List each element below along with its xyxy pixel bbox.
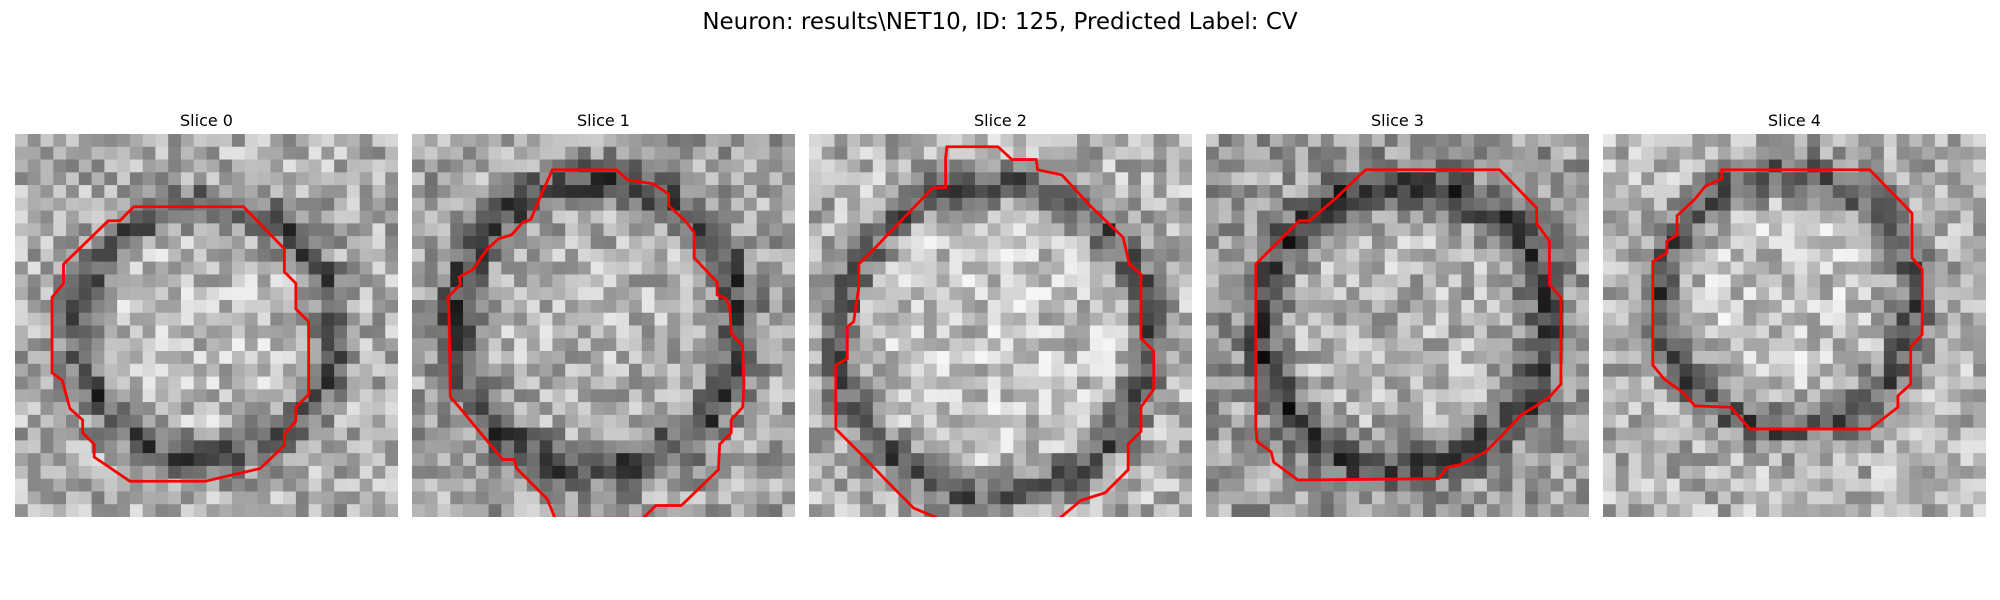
- slice-image-4: [1603, 134, 1986, 517]
- figure-title: Neuron: results\NET10, ID: 125, Predicte…: [702, 9, 1298, 35]
- segmentation-contour: [50, 205, 311, 483]
- segmentation-contour: [446, 168, 746, 517]
- pixel-grid: [15, 134, 398, 517]
- slice-panel-0: Slice 0: [15, 108, 398, 517]
- slice-panel-3: Slice 3: [1206, 108, 1589, 517]
- pixel-grid: [412, 134, 795, 517]
- slice-image-3: [1206, 134, 1589, 517]
- slice-title: Slice 0: [180, 111, 233, 130]
- slice-image-2: [809, 134, 1192, 517]
- pixel-grid: [809, 134, 1192, 517]
- slice-title: Slice 4: [1768, 111, 1821, 130]
- slice-panel-1: Slice 1: [412, 108, 795, 517]
- slice-title: Slice 1: [577, 111, 630, 130]
- segmentation-contour: [1254, 168, 1563, 482]
- pixel-grid: [1603, 134, 1986, 517]
- slice-panel-4: Slice 4: [1603, 108, 1986, 517]
- slice-title: Slice 2: [974, 111, 1027, 130]
- segmentation-contour: [1651, 168, 1924, 431]
- slice-image-0: [15, 134, 398, 517]
- slice-panel-2: Slice 2: [809, 108, 1192, 517]
- slice-image-1: [412, 134, 795, 517]
- pixel-grid: [1206, 134, 1589, 517]
- segmentation-contour: [834, 145, 1156, 517]
- slice-title: Slice 3: [1371, 111, 1424, 130]
